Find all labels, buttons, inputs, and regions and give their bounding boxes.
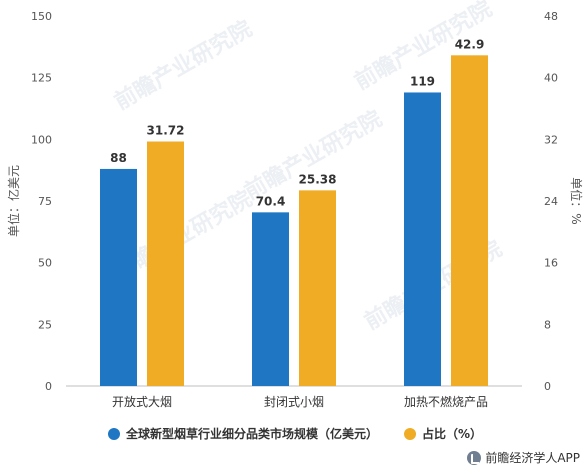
bar-market-size — [100, 168, 137, 386]
bar-market-size — [404, 92, 441, 386]
source-credit: 前瞻经济学人APP — [467, 449, 580, 466]
data-labels: 88 31.72 70.4 25.38 119 42.9 — [110, 37, 484, 208]
data-label: 70.4 — [256, 194, 286, 208]
y-tick-label: 50 — [38, 257, 52, 270]
axes: 0 25 50 75 100 125 150 0 8 16 24 32 40 48 开放式大烟 封闭式小烟 加热… — [31, 10, 558, 409]
y2-tick-label: 40 — [544, 72, 558, 85]
bar-market-size — [252, 212, 289, 386]
x-tick-label: 加热不燃烧产品 — [404, 394, 488, 409]
y-tick-label: 125 — [31, 72, 52, 85]
x-tick-label: 封闭式小烟 — [264, 395, 324, 409]
y-axis-title: 单位：亿美元 — [6, 165, 21, 237]
data-label: 31.72 — [147, 123, 185, 137]
legend-marker-share — [404, 428, 417, 440]
y2-axis-title: 单位：% — [569, 177, 584, 224]
y2-tick-label: 16 — [544, 257, 558, 270]
data-label: 25.38 — [299, 172, 337, 186]
legend-label: 占比（%） — [422, 426, 482, 441]
y2-tick-label: 48 — [544, 10, 558, 23]
y-tick-label: 0 — [45, 380, 52, 393]
y-tick-label: 25 — [38, 318, 52, 331]
y-tick-label: 150 — [31, 10, 52, 23]
y2-tick-label: 0 — [544, 380, 551, 393]
y-tick-label: 75 — [38, 195, 52, 208]
legend-marker-market-size — [108, 428, 120, 440]
data-label: 88 — [110, 151, 127, 165]
legend-label: 全球新型烟草行业细分品类市场规模（亿美元） — [125, 426, 378, 441]
source-text: 前瞻经济学人APP — [485, 451, 580, 465]
y2-tick-label: 8 — [544, 318, 551, 331]
x-tick-label: 开放式大烟 — [112, 394, 172, 409]
legend: 全球新型烟草行业细分品类市场规模（亿美元） 占比（%） — [108, 426, 482, 441]
data-label: 42.9 — [455, 37, 485, 51]
data-label: 119 — [410, 74, 435, 88]
bar-share — [147, 141, 184, 386]
y-tick-label: 100 — [31, 133, 52, 146]
bar-share — [451, 55, 488, 386]
y2-tick-label: 24 — [544, 195, 558, 208]
y2-tick-label: 32 — [544, 133, 558, 146]
bar-share — [299, 190, 336, 386]
watermark-text: 前瞻产业研究院 — [110, 16, 256, 116]
watermark-text: 前瞻产业研究院 — [240, 106, 386, 206]
bars — [100, 55, 488, 386]
source-logo-icon — [467, 450, 482, 465]
